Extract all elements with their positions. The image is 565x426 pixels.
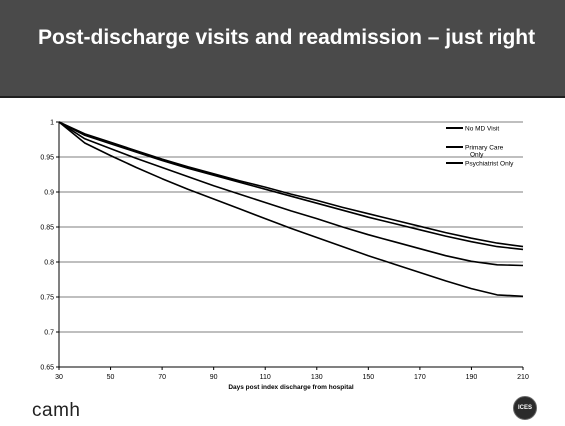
series-line-3	[58, 121, 524, 251]
y-tick-label: 0.75	[40, 295, 54, 302]
x-tick-label: 110	[260, 374, 271, 381]
y-tick-label: 0.65	[40, 365, 54, 372]
series-layer	[58, 121, 524, 298]
axes-layer	[58, 122, 523, 368]
x-tick-label: 130	[311, 374, 323, 381]
legend-label-psychiatrist-only: Psychiatrist Only	[465, 161, 514, 168]
x-tick-label: 150	[362, 374, 374, 381]
y-tick-label: 0.8	[44, 260, 54, 267]
ices-logo-badge: ICES	[513, 396, 537, 420]
legend-label-primary-care-line2: Only	[470, 152, 484, 159]
legend-label-no-md-visit: No MD Visit	[465, 126, 499, 133]
x-tick-label: 90	[210, 374, 218, 381]
y-tick-label: 0.9	[44, 190, 54, 197]
grid-layer	[59, 121, 523, 333]
x-tick-label: 170	[414, 374, 426, 381]
slide-title: Post-discharge visits and readmission – …	[38, 26, 536, 49]
x-axis-title: Days post index discharge from hospital	[228, 384, 354, 391]
camh-logo: camh	[32, 400, 81, 421]
legend-label-primary-care-line1: Primary Care	[465, 145, 504, 152]
y-tick-label: 0.85	[40, 225, 54, 232]
y-tick-label: 0.7	[44, 330, 54, 337]
title-divider	[0, 96, 565, 98]
series-line-2	[58, 121, 524, 267]
ices-logo-text: ICES	[517, 405, 532, 411]
x-tick-label: 190	[466, 374, 478, 381]
x-tick-label: 210	[517, 374, 529, 381]
x-tick-label: 50	[107, 374, 115, 381]
legend: No MD Visit Primary Care Only Psychiatri…	[446, 126, 514, 168]
y-tick-label: 0.95	[40, 155, 54, 162]
series-line-1	[58, 121, 524, 298]
y-tick-label: 1	[50, 120, 54, 127]
series-line-4	[58, 121, 524, 248]
legend-label-primary-care-only: Primary Care Only	[465, 145, 505, 159]
x-tick-label: 70	[158, 374, 166, 381]
title-bar: Post-discharge visits and readmission – …	[0, 0, 565, 96]
x-tick-label: 30	[55, 374, 63, 381]
